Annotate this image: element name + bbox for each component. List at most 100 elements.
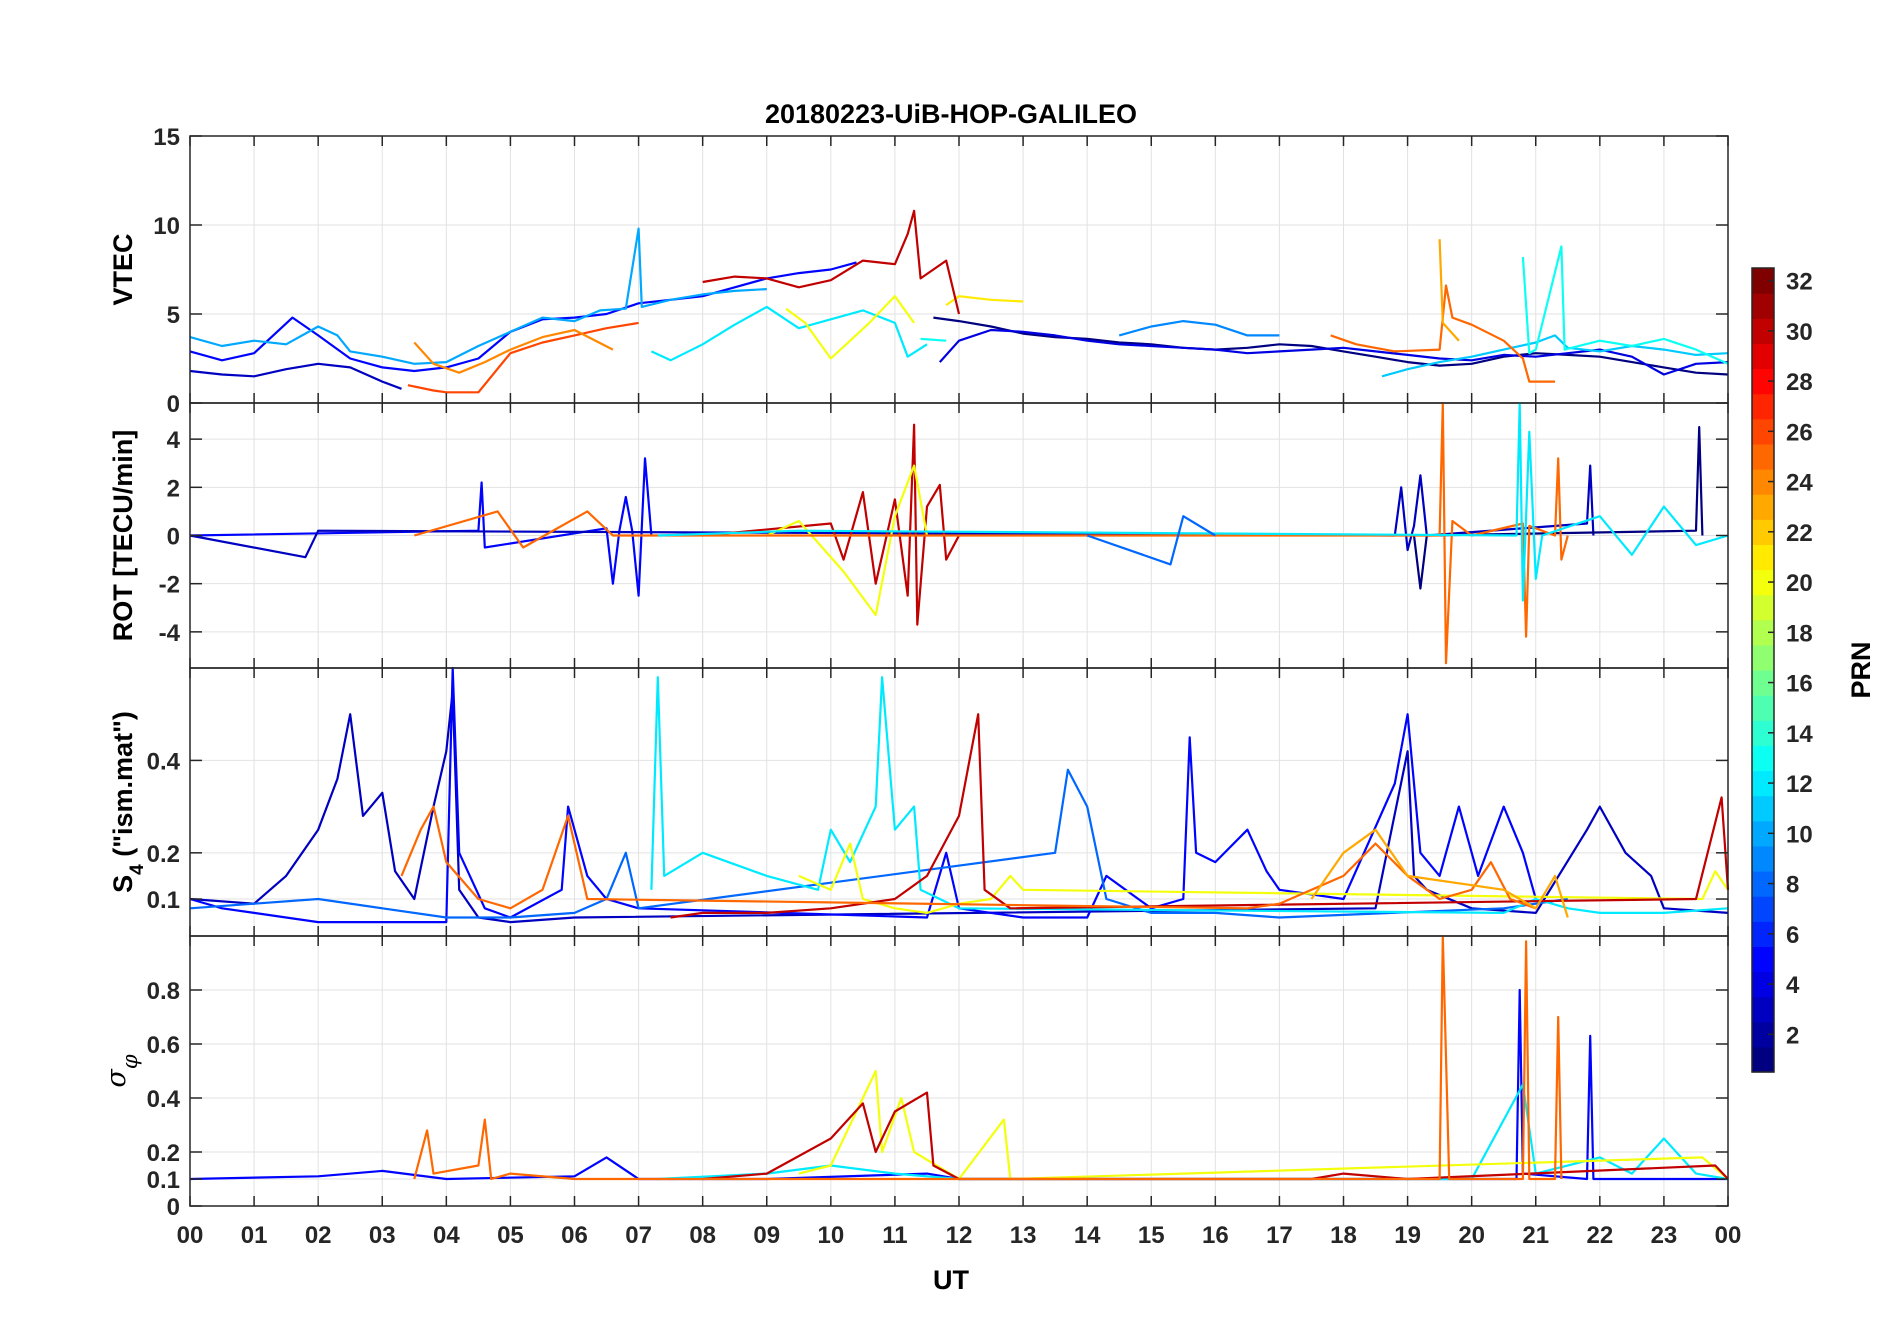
y-axis-label-main: σ xyxy=(101,1068,132,1088)
x-tick-label: 17 xyxy=(1266,1222,1293,1249)
colorbar-tick-label: 30 xyxy=(1786,319,1813,346)
y-tick-label: -4 xyxy=(159,620,181,647)
colorbar-frame xyxy=(1751,267,1775,1073)
panel-rot: -4 -2 0 2 4 ROT [TECU/min] xyxy=(108,401,1729,669)
x-tick-label: 04 xyxy=(433,1222,460,1249)
colorbar-tick-label: 14 xyxy=(1786,721,1813,748)
colorbar-segment xyxy=(1752,996,1774,1023)
colorbar-tick-label: 20 xyxy=(1786,570,1813,597)
x-tick-label: 07 xyxy=(625,1222,652,1249)
series-prn-30 xyxy=(670,713,1730,919)
x-tick-label: 02 xyxy=(305,1222,332,1249)
series-prn-5 xyxy=(189,457,653,597)
colorbar-tick-label: 8 xyxy=(1786,872,1799,899)
y-axis-label-sub: 4 xyxy=(127,864,148,875)
x-tick-label: 06 xyxy=(561,1222,588,1249)
series-prn-25 xyxy=(400,805,1537,910)
colorbar-tick-label: 26 xyxy=(1786,419,1813,446)
colorbar-tick-label: 22 xyxy=(1786,520,1813,547)
y-tick-label: 0.4 xyxy=(147,1086,181,1113)
series-prn-3 xyxy=(189,464,1595,559)
series-prn-26 xyxy=(407,321,639,394)
y-axis-label-rot: ROT [TECU/min] xyxy=(108,430,138,641)
colorbar-segment xyxy=(1752,1046,1774,1073)
y-tick-label: -2 xyxy=(159,572,180,599)
colorbar-segment xyxy=(1752,946,1774,973)
chart-title: 20180223-UiB-HOP-GALILEO xyxy=(765,99,1137,129)
y-axis-label-rest: ("ism.mat") xyxy=(108,711,138,864)
colorbar-segment xyxy=(1752,519,1774,545)
y-tick-label: 0.4 xyxy=(147,748,181,775)
colorbar-tick-label: 6 xyxy=(1786,922,1799,949)
colorbar-segment xyxy=(1752,795,1774,822)
colorbar-segment xyxy=(1752,268,1774,294)
colorbar-segment xyxy=(1752,896,1774,922)
colorbar-segment xyxy=(1752,494,1774,520)
colorbar-segment xyxy=(1752,871,1774,897)
colorbar-segment xyxy=(1752,544,1774,571)
colorbar-tick-label: 2 xyxy=(1786,1022,1799,1049)
colorbar-segment xyxy=(1752,845,1774,872)
y-axis-label-sigma_phi: σφ xyxy=(101,1054,142,1087)
x-tick-label: 16 xyxy=(1202,1222,1229,1249)
y-tick-label: 0.2 xyxy=(147,841,180,868)
colorbar-segment xyxy=(1752,569,1774,596)
x-tick-label: 03 xyxy=(369,1222,396,1249)
series-prn-9 xyxy=(1118,320,1280,337)
y-tick-label: 0.8 xyxy=(147,978,180,1005)
x-tick-label: 09 xyxy=(753,1222,780,1249)
colorbar-segment xyxy=(1752,418,1774,445)
x-tick-label: 01 xyxy=(241,1222,268,1249)
y-axis-label-vtec: VTEC xyxy=(108,233,138,305)
colorbar-segment xyxy=(1752,770,1774,797)
y-tick-label: 2 xyxy=(167,475,180,502)
series-prn-13 xyxy=(920,337,947,342)
series-prn-23 xyxy=(1438,239,1460,342)
series-prn-21 xyxy=(945,295,1024,307)
colorbar-tick-label: 16 xyxy=(1786,671,1813,698)
colorbar-segment xyxy=(1752,820,1774,847)
colorbar-segment xyxy=(1752,1021,1774,1048)
colorbar-segment xyxy=(1752,720,1774,746)
series-prn-24 xyxy=(413,328,614,374)
series-prn-8 xyxy=(189,768,1568,919)
colorbar-segment xyxy=(1752,469,1774,495)
series-prn-25 xyxy=(413,401,1569,665)
series-prn-10 xyxy=(189,227,767,365)
panel-vtec: 0 5 10 15 VTEC xyxy=(108,124,1729,418)
series-prn-23 xyxy=(1310,828,1569,918)
series-prn-20 xyxy=(785,295,915,360)
series-prn-13 xyxy=(1521,245,1729,365)
series-prn-5 xyxy=(189,666,1537,924)
colorbar-segment xyxy=(1752,443,1774,470)
colorbar-segment xyxy=(1752,368,1774,395)
y-axis-label-sub: φ xyxy=(118,1054,142,1069)
colorbar-segment xyxy=(1752,644,1774,671)
x-tick-label: 08 xyxy=(689,1222,716,1249)
colorbar-segment xyxy=(1752,594,1774,621)
series-prn-25 xyxy=(1330,284,1555,383)
colorbar-tick-label: 32 xyxy=(1786,269,1813,296)
x-axis-label: UT xyxy=(933,1265,969,1295)
y-tick-label: 15 xyxy=(153,124,180,151)
colorbar-segment xyxy=(1752,921,1774,947)
colorbar-segment xyxy=(1752,695,1774,721)
series-prn-12 xyxy=(657,401,1729,602)
y-tick-label: 5 xyxy=(167,302,180,329)
series-prn-5 xyxy=(189,988,1728,1181)
colorbar-segment xyxy=(1752,670,1774,696)
colorbar-segment xyxy=(1752,343,1774,370)
x-tick-labels: 00 01 02 03 04 05 06 07 08 09 10 11 12 13 14 15 16 17 18 19… xyxy=(177,1222,1742,1249)
x-tick-label: 11 xyxy=(882,1222,907,1249)
series-prn-30 xyxy=(702,209,961,315)
x-tick-label: 12 xyxy=(946,1222,973,1249)
colorbar-segment xyxy=(1752,619,1774,646)
colorbar-label: PRN xyxy=(1846,641,1876,698)
series-prn-12 xyxy=(657,1083,1729,1181)
series-prn-30 xyxy=(702,423,960,626)
x-tick-label: 05 xyxy=(497,1222,524,1249)
y-tick-label: 0.2 xyxy=(147,1140,180,1167)
x-tick-label: 21 xyxy=(1522,1222,1549,1249)
